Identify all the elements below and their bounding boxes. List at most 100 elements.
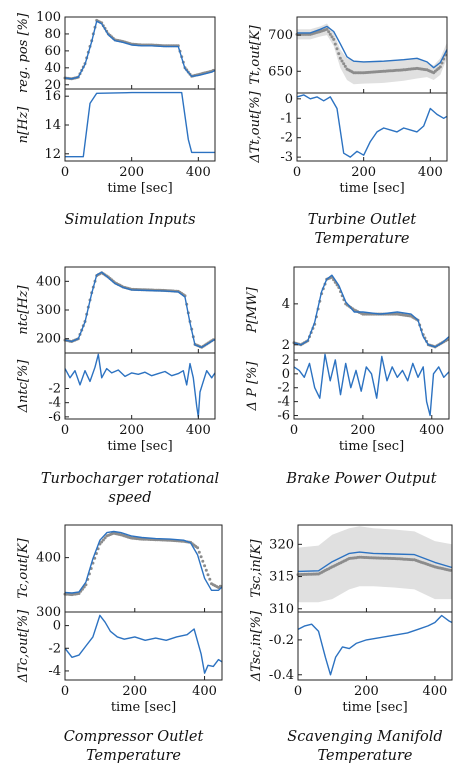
- turb-top-ylabel: Tt,out[K]: [248, 24, 263, 84]
- sim-xlabel: time [sec]: [107, 181, 172, 196]
- turb-top-point: [337, 52, 341, 56]
- turb-bottom-line: [296, 94, 448, 158]
- turb-xtick-label: 400: [418, 165, 443, 180]
- brake-caption-line: Brake Power Output: [285, 471, 436, 487]
- turbo-top-series-model: [64, 271, 216, 348]
- turb-top-point: [333, 42, 337, 46]
- turbo-top-ytick-label: 400: [36, 274, 61, 289]
- brake-bottom-series-error: [293, 353, 450, 417]
- turbo-bottom-ytick-label: -4: [48, 396, 61, 411]
- comp-xtick-label: 0: [61, 684, 69, 699]
- scav-bottom-panel: -0.2 -0.40 200 400 ΔTsc,in[%]: [249, 610, 453, 699]
- turb-top-ytick-label: 700: [268, 28, 293, 43]
- turbo-xtick-label: 0: [61, 423, 69, 438]
- comp-top-point: [206, 573, 210, 577]
- turb-top-point: [335, 47, 339, 51]
- turbo-bottom-ytick-label: -6: [48, 410, 61, 425]
- brake-bottom-ytick-label: -2: [277, 381, 290, 396]
- scav-bottom-series-error: [297, 614, 453, 676]
- turbo-bottom-ytick-label: -2: [48, 381, 61, 396]
- brake-top-ytick-label: 4: [282, 297, 290, 312]
- sim-top-series-measured: [63, 18, 215, 81]
- brake-bottom-ytick-label: -6: [277, 409, 290, 424]
- turbo-top-line: [64, 271, 216, 348]
- turb-bottom-ytick-label: -2: [280, 131, 293, 146]
- turb-caption-line: Temperature: [315, 231, 410, 247]
- turbo-top-ylabel: ntc[Hz]: [16, 284, 31, 334]
- scav-top-panel: 310 315 320 Tsc,in[K]: [249, 524, 453, 617]
- turb-bottom-ytick-label: 0: [285, 92, 293, 107]
- turb-top-point: [327, 30, 331, 34]
- turbo-bottom-ylabel: Δntc[%]: [16, 359, 31, 414]
- comp-bottom-ytick-label: 0: [53, 619, 61, 634]
- comp-xtick-label: 400: [192, 684, 217, 699]
- sim-top-ylabel: reg. pos [%]: [16, 12, 31, 93]
- scav-top-line: [297, 551, 453, 573]
- comp-bottom-axes: [64, 611, 223, 681]
- turb-top-point: [328, 32, 332, 36]
- scav-caption-line: Temperature: [318, 748, 413, 764]
- comp-top-point: [203, 564, 207, 568]
- sim-bottom-series-model: [65, 91, 215, 158]
- sim-top-line: [64, 20, 216, 80]
- brake-top-panel: 2 4 P[MW]: [245, 266, 450, 354]
- brake-bottom-ytick-label: 2: [282, 353, 290, 368]
- scav-bottom-ytick-label: -0.4: [269, 668, 294, 683]
- comp-top-point: [103, 536, 107, 540]
- scav-xtick-label: 0: [294, 684, 302, 699]
- scav-top-ytick-label: 315: [269, 570, 294, 585]
- sim-bottom-ytick-label: 12: [44, 147, 61, 162]
- scav-bottom-line: [297, 614, 453, 676]
- turbo-bottom-line: [64, 353, 216, 418]
- scav-top-uncertainty-band: [298, 526, 452, 603]
- turb-top-point: [438, 65, 442, 69]
- turbo-xtick-label: 200: [119, 423, 144, 438]
- turb-top-ytick-label: 650: [268, 64, 293, 79]
- comp-bottom-line: [64, 614, 223, 674]
- comp-bottom-ytick-label: -4: [48, 664, 61, 679]
- sim-caption-line: Simulation Inputs: [64, 212, 195, 228]
- sim-xtick-label: 400: [186, 165, 211, 180]
- comp-caption-line: Temperature: [86, 748, 181, 764]
- turbo-caption-line: speed: [108, 490, 151, 506]
- comp-xlabel: time [sec]: [111, 700, 176, 715]
- chart-turbo: 200 300 400 ntc[Hz] -2-4-60 200 400 Δntc[%] time…: [16, 266, 220, 506]
- turb-xtick-label: 0: [293, 165, 301, 180]
- comp-top-ytick-label: 400: [36, 551, 61, 566]
- comp-top-point: [77, 592, 81, 595]
- brake-bottom-ylabel: Δ P [%]: [245, 361, 260, 412]
- sim-xtick-label: 200: [119, 165, 144, 180]
- turb-top-point: [340, 59, 344, 63]
- turb-bottom-axes: [296, 92, 448, 162]
- turbo-bottom-panel: -2-4-60 200 400 Δntc[%]: [16, 352, 216, 438]
- turbo-top-series-measured: [63, 271, 215, 349]
- sim-top-ytick-label: 80: [44, 27, 61, 42]
- comp-top-point: [100, 540, 104, 544]
- comp-bottom-series-error: [64, 614, 223, 674]
- turb-top-series-model: [297, 25, 448, 69]
- sim-top-ytick-label: 20: [44, 78, 61, 93]
- turb-bottom-ytick-label: -3: [280, 150, 293, 165]
- turb-top-point: [342, 62, 346, 66]
- turbo-bottom-axes: [64, 352, 216, 420]
- comp-top-point: [199, 555, 203, 559]
- comp-top-ylabel: Tc,out[K]: [16, 537, 31, 598]
- brake-top-series-model: [293, 274, 450, 348]
- turbo-xtick-label: 400: [186, 423, 211, 438]
- sim-top-ytick-label: 60: [44, 44, 61, 59]
- scav-bottom-axes: [297, 611, 453, 681]
- chart-scav: 310 315 320 Tsc,in[K] -0.2 -0.40 200 400 ΔTsc,in…: [249, 524, 453, 764]
- brake-top-ytick-label: 2: [282, 338, 290, 353]
- brake-xtick-label: 400: [419, 423, 444, 438]
- brake-xtick-label: 0: [290, 423, 298, 438]
- comp-top-line: [64, 530, 223, 594]
- chart-sim: 20 40 60 80 100 reg. pos [%] 12 14 16 0 200 400 n[Hz…: [16, 10, 216, 228]
- turb-top-point: [330, 35, 334, 39]
- turb-top-series-measured: [295, 27, 447, 75]
- scav-caption-line: Scavenging Manifold: [287, 729, 442, 745]
